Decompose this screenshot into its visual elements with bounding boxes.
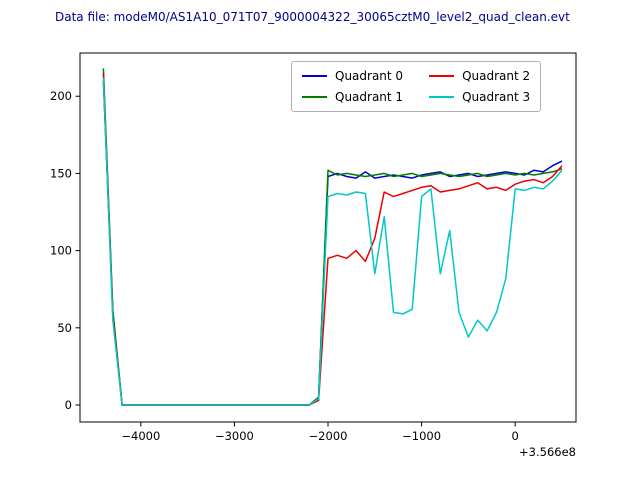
- x-axis-offset-label: +3.566e8: [519, 445, 576, 459]
- series-line-quadrant-3: [102, 77, 563, 406]
- y-tick-label: 200: [50, 89, 72, 103]
- series-line-quadrant-0: [102, 80, 563, 406]
- chart-title: Data file: modeM0/AS1A10_071T07_90000043…: [55, 10, 570, 24]
- legend-line-sample-quadrant-0: [302, 75, 327, 77]
- legend-line-sample-quadrant-1: [302, 96, 327, 98]
- y-tick-label: 150: [50, 166, 72, 180]
- x-tick-label: 0: [512, 429, 519, 443]
- y-tick-label: 50: [57, 321, 72, 335]
- x-tick-label: −2000: [309, 429, 348, 443]
- x-tick-label: −3000: [215, 429, 254, 443]
- series-line-quadrant-1: [102, 68, 563, 406]
- y-tick-label: 0: [65, 398, 72, 412]
- series-line-quadrant-2: [102, 73, 563, 406]
- x-tick-label: −4000: [121, 429, 160, 443]
- y-tick-label: 100: [50, 244, 72, 258]
- legend-line-sample-quadrant-2: [429, 75, 455, 77]
- legend-entry-quadrant-1: Quadrant 1: [302, 90, 403, 104]
- legend-entry-quadrant-2: Quadrant 2: [429, 69, 530, 83]
- legend-line-sample-quadrant-3: [429, 96, 455, 98]
- x-tick-label: −1000: [402, 429, 441, 443]
- legend-entry-quadrant-3: Quadrant 3: [429, 90, 530, 104]
- legend-label-quadrant-3: Quadrant 3: [462, 90, 531, 104]
- legend: Quadrant 0 Quadrant 2 Quadrant 1 Quadran…: [291, 61, 542, 112]
- legend-entry-quadrant-0: Quadrant 0: [302, 69, 403, 83]
- legend-label-quadrant-2: Quadrant 2: [462, 69, 531, 83]
- legend-label-quadrant-1: Quadrant 1: [335, 90, 404, 104]
- legend-label-quadrant-0: Quadrant 0: [335, 69, 404, 83]
